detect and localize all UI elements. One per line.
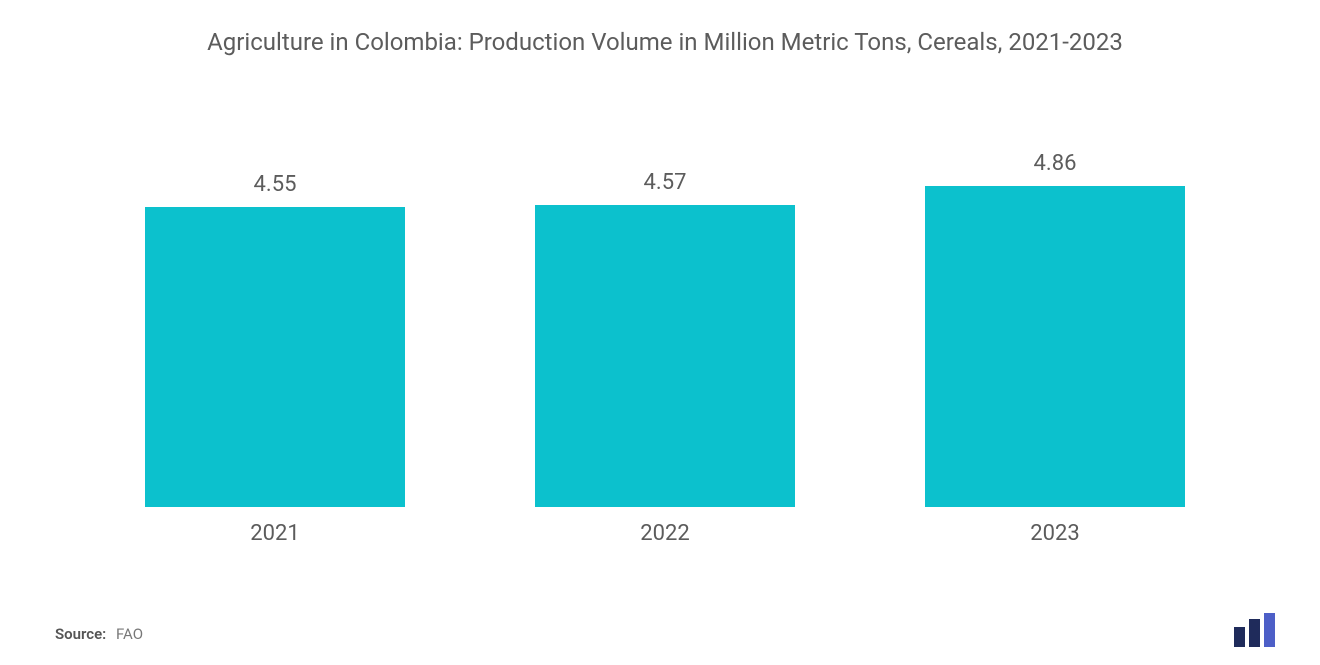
bar-label-1: 2022	[640, 521, 689, 546]
bar-2	[925, 186, 1185, 507]
bar-value-1: 4.57	[644, 170, 687, 195]
bar-1	[535, 205, 795, 507]
bar-group-1: 4.57 2022	[525, 170, 805, 546]
source-label: Source:	[55, 625, 106, 643]
bar-group-0: 4.55 2021	[135, 172, 415, 546]
source-text: FAO	[116, 625, 143, 643]
bar-value-0: 4.55	[254, 172, 297, 197]
chart-title: Agriculture in Colombia: Production Volu…	[50, 28, 1280, 56]
bar-label-2: 2023	[1030, 521, 1079, 546]
plot-area: 4.55 2021 4.57 2022 4.86 2023	[50, 86, 1280, 546]
source-line: Source: FAO	[55, 625, 143, 643]
chart-container: Agriculture in Colombia: Production Volu…	[0, 0, 1320, 665]
bars-row: 4.55 2021 4.57 2022 4.86 2023	[50, 86, 1280, 546]
bar-value-2: 4.86	[1034, 151, 1077, 176]
bar-label-0: 2021	[250, 521, 299, 546]
bar-0	[145, 207, 405, 507]
bar-group-2: 4.86 2023	[915, 151, 1195, 546]
brand-logo-icon	[1232, 613, 1280, 647]
